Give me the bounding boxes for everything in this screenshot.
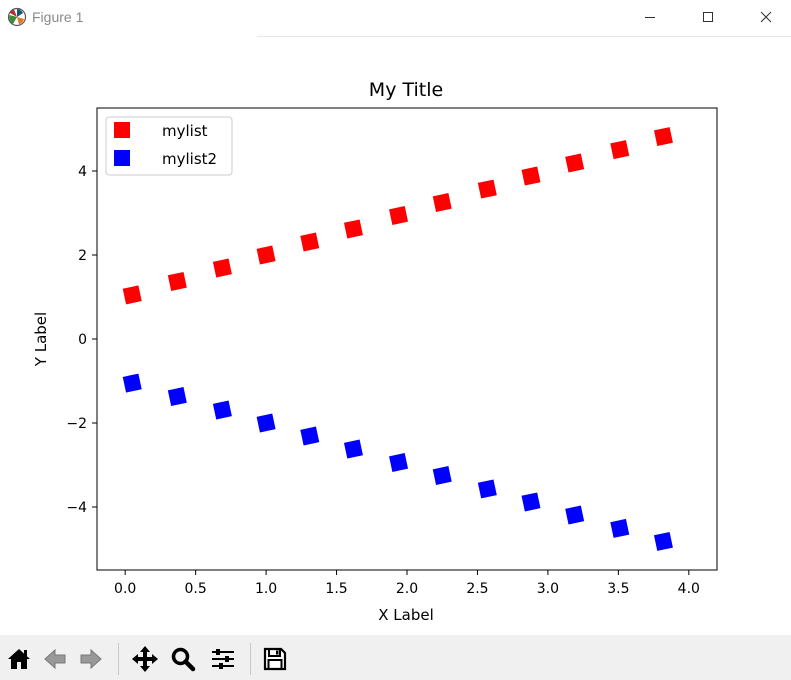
point-mylist2 [653,531,673,551]
axis-ticks: 0.0 0.5 1.0 1.5 2.0 2.5 3.0 3.5 4.0 −4 −2 0 2 4 [66,164,700,597]
point-mylist [300,232,320,252]
window-title: Figure 1 [32,9,84,25]
point-mylist [565,153,585,173]
minimize-icon [645,17,655,18]
forward-icon [80,648,102,670]
x-tick-label: 1.0 [255,581,277,597]
y-axis-label: Y Label [32,312,50,367]
point-mylist [477,179,497,199]
maximize-icon [703,12,713,22]
y-tick-label: 2 [78,248,87,264]
point-mylist [167,271,187,291]
point-mylist2 [343,439,363,459]
navigation-toolbar [0,635,791,680]
matplotlib-icon [7,7,27,27]
save-icon [263,647,287,671]
legend: mylist mylist2 [105,116,233,176]
point-mylist [343,219,363,239]
home-icon [8,649,30,669]
point-mylist2 [521,492,541,512]
zoom-button[interactable] [168,643,198,675]
toolbar-separator [250,643,251,675]
configure-subplots-button[interactable] [208,643,238,675]
x-tick-label: 3.5 [607,581,629,597]
point-mylist2 [122,373,142,393]
y-tick-label: −4 [66,500,87,516]
window-titlebar: Figure 1 [0,0,791,36]
point-mylist2 [212,400,232,420]
legend-marker-mylist [114,122,130,138]
legend-label-mylist2: mylist2 [162,150,217,168]
point-mylist2 [432,466,452,485]
minimize-button[interactable] [627,0,673,34]
x-tick-label: 4.0 [678,581,700,597]
point-mylist2 [167,387,187,407]
point-mylist2 [300,426,320,446]
x-tick-label: 2.0 [396,581,418,597]
x-tick-label: 3.0 [537,581,559,597]
y-tick-label: 4 [78,164,87,180]
home-button[interactable] [4,643,34,675]
point-mylist [389,206,409,226]
forward-button[interactable] [76,643,106,675]
close-button[interactable] [743,0,789,34]
plot-frame [96,107,718,571]
back-button[interactable] [40,643,70,675]
figure-canvas[interactable]: My Title 0.0 0.5 1.0 1.5 2.0 2.5 3.0 3.5 4.0 −4 −2… [0,37,791,635]
point-mylist [122,285,142,305]
point-mylist2 [565,505,585,525]
legend-marker-mylist2 [114,150,130,166]
y-tick-label: −2 [66,416,87,432]
point-mylist2 [389,452,409,472]
x-tick-label: 0.5 [185,581,207,597]
point-mylist [256,245,276,265]
pan-icon [132,646,158,672]
point-mylist [432,193,452,212]
data-marks [122,127,673,551]
toolbar-separator [118,643,119,675]
legend-box [105,116,233,176]
point-mylist2 [256,413,276,433]
zoom-icon [171,647,196,672]
chart-title: My Title [369,79,443,101]
x-axis-label: X Label [378,606,434,624]
legend-label-mylist: mylist [162,122,208,140]
maximize-button[interactable] [685,0,731,34]
point-mylist [521,166,541,186]
x-tick-label: 0.0 [114,581,136,597]
titlebar-divider [257,36,791,37]
configure-subplots-icon [212,649,234,669]
save-button[interactable] [260,643,290,675]
x-tick-label: 2.5 [466,581,488,597]
close-icon [760,11,772,23]
point-mylist2 [610,518,630,538]
chart: My Title 0.0 0.5 1.0 1.5 2.0 2.5 3.0 3.5 4.0 −4 −2… [32,79,718,624]
pan-button[interactable] [130,643,160,675]
y-tick-label: 0 [78,332,87,348]
back-icon [44,648,66,670]
x-tick-label: 1.5 [325,581,347,597]
point-mylist2 [477,479,497,499]
point-mylist [610,140,630,160]
point-mylist [212,258,232,278]
point-mylist [653,127,673,147]
